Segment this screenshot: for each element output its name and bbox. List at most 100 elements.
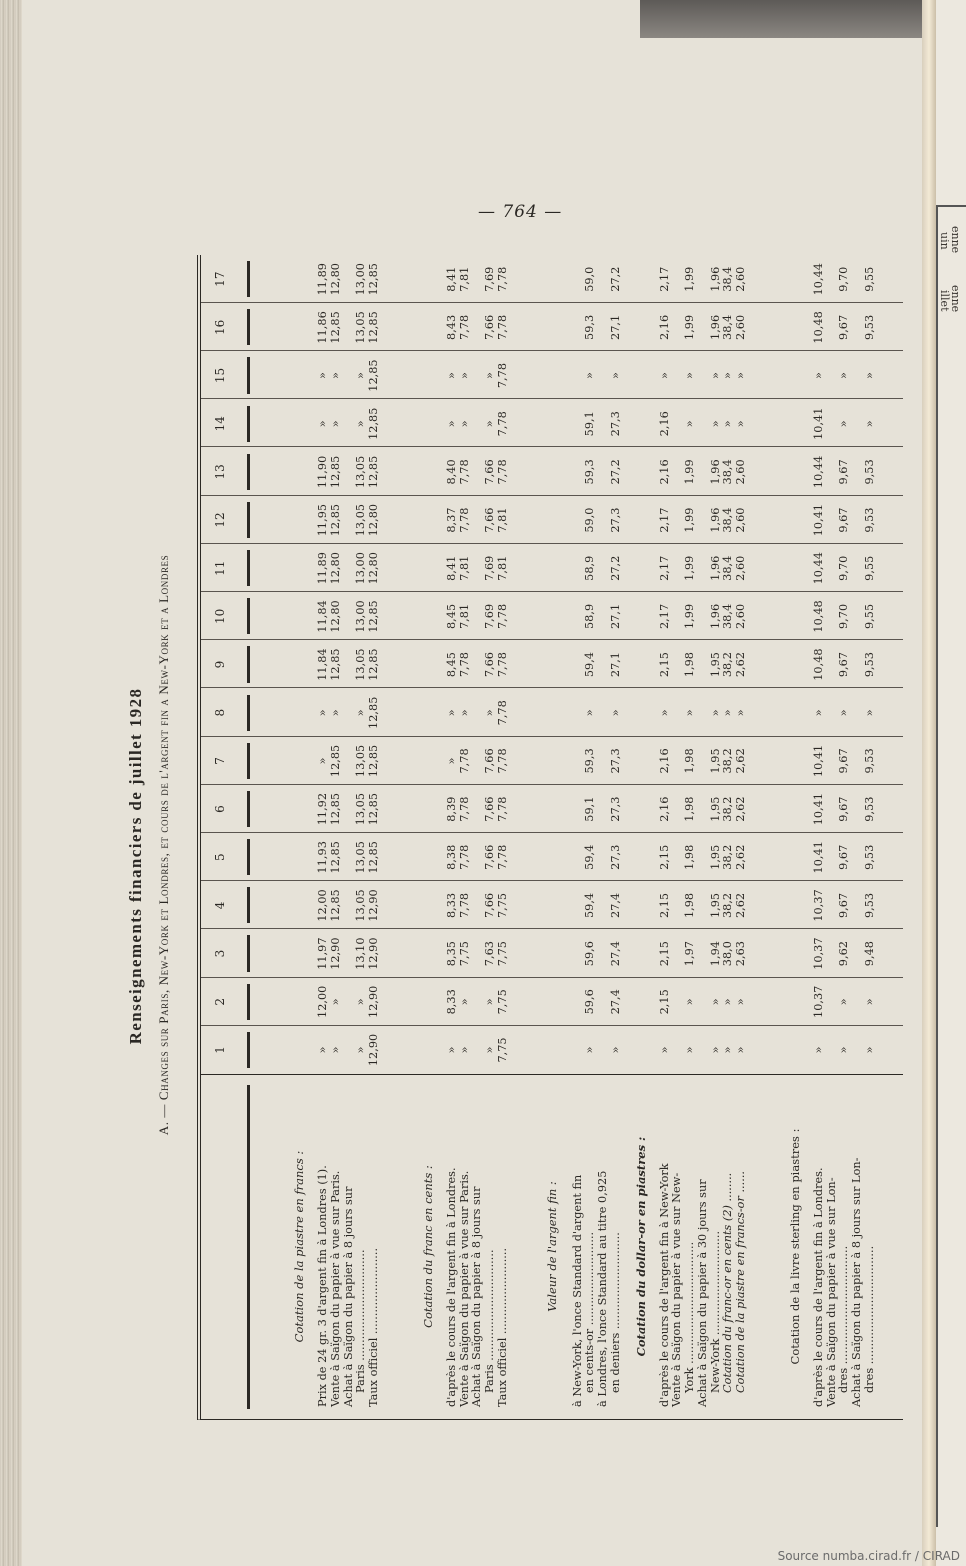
table-cell: »: [316, 372, 329, 380]
row-label-line: d'après le cours de l'argent fin à Londr…: [812, 1167, 825, 1407]
table-cell: 1,98: [683, 652, 696, 678]
table-cell: 58,9: [583, 603, 597, 629]
table-cell: 12,85: [328, 889, 342, 922]
column-divider: [201, 832, 903, 833]
column-header-day: 15: [201, 351, 257, 399]
table-cell: 12,90: [367, 889, 380, 922]
table-cell: »: [457, 372, 471, 380]
table-cell: 2,17: [657, 507, 671, 533]
table-cell: 2,17: [657, 603, 671, 629]
row-label: Vente à Saïgon du papier à vue sur Paris…: [459, 1074, 472, 1419]
table-cell: 10,48: [811, 648, 825, 681]
table-row: d'après le cours de l'argent fin à Londr…: [811, 255, 826, 1419]
table-cell: 27,4: [608, 892, 622, 919]
table-cell: 27,3: [608, 796, 622, 822]
table-cell: 27,2: [608, 266, 622, 292]
table-cell: 12,85: [367, 455, 380, 489]
table-cell: »: [444, 372, 458, 380]
table-cell: 7,75: [495, 892, 509, 919]
table-cell: 12,85: [328, 648, 342, 681]
table-cell: 9,55: [862, 266, 876, 292]
table-cell: 12,85: [367, 696, 380, 729]
table-cell: 8,33: [444, 989, 458, 1015]
table-cell: »: [683, 709, 696, 717]
row-label: à Londres, l'once Standard au titre 0,92…: [597, 1074, 623, 1419]
table-cell: 9,67: [837, 459, 851, 485]
table-cell: »: [444, 757, 458, 765]
column-divider: [201, 735, 903, 737]
table-cell: »: [483, 420, 496, 428]
table-cell: 12,85: [328, 503, 342, 537]
table-cell: 2,62: [734, 652, 747, 678]
row-label-line: Vente à Saïgon du papier à vue sur Paris…: [458, 1170, 471, 1407]
row-label: Achat à Saïgon du papier à 8 jours sur Pa…: [343, 1074, 369, 1419]
table-cell: »: [328, 998, 342, 1006]
table-cell: 7,78: [457, 459, 471, 485]
row-label: Vente à Saïgon du papier à vue sur Lon-d…: [826, 1074, 852, 1419]
section-heading: Cotation de la piastre en francs :: [292, 1150, 306, 1343]
table-cell: 27,4: [608, 941, 622, 967]
table-cell: 7,78: [457, 652, 471, 678]
table-cell: »: [583, 372, 597, 380]
table-cell: 12,85: [367, 263, 380, 296]
row-label: Cotation de la piastre en francs-or ....…: [735, 1074, 748, 1419]
section-heading: Valeur de l'argent fin :: [544, 1181, 559, 1312]
table-cell: 8,38: [444, 844, 458, 870]
table-cell: 9,70: [837, 266, 851, 292]
table-cell: 9,53: [862, 844, 876, 870]
table-cell: 27,4: [608, 989, 622, 1015]
row-label: Vente à Saïgon du papier à vue sur Paris…: [330, 1074, 343, 1419]
row-label-line: Cotation de la piastre en francs-or ....…: [735, 1170, 747, 1393]
table-cell: 12,85: [367, 359, 380, 392]
table-cell: 9,53: [862, 652, 876, 678]
table-cell: 12,00: [316, 985, 329, 1018]
table-cell: 2,16: [657, 459, 671, 485]
table-cell: 9,53: [862, 314, 876, 340]
table-cell: 2,62: [734, 844, 747, 870]
table-row: d'après le cours de l'argent fin à New-Y…: [657, 255, 672, 1419]
column-divider: [201, 350, 903, 351]
table-cell: 27,3: [608, 507, 622, 533]
table-cell: 1,99: [683, 314, 696, 340]
table-cell: 27,2: [608, 459, 622, 485]
row-label-line: en deniers ...........................: [608, 1232, 622, 1393]
table-cell: 59,4: [583, 844, 597, 870]
table-cell: 9,67: [837, 314, 851, 340]
table-cell: »: [457, 709, 471, 717]
table-cell: »: [683, 420, 696, 428]
table-cell: 7,78: [457, 314, 471, 340]
table-cell: 10,37: [811, 889, 825, 922]
table-cell: »: [316, 709, 329, 717]
table-cell: 10,48: [811, 600, 825, 633]
table-cell: 1,99: [683, 507, 696, 533]
table-cell: 2,15: [657, 941, 671, 967]
table-cell: »: [483, 1046, 496, 1054]
column-divider: [201, 1024, 903, 1026]
table-cell: 2,15: [657, 892, 671, 919]
table-cell: 7,78: [495, 748, 509, 774]
table-cell: 1,98: [683, 748, 696, 774]
table-row: à Londres, l'once Standard au titre 0,92…: [597, 255, 623, 1419]
table-section: Cotation de la livre sterling en piastre…: [788, 255, 877, 1419]
table-cell: »: [862, 998, 876, 1006]
table-cell: 7,78: [495, 459, 509, 485]
table-cell: 12,85: [367, 407, 380, 440]
table-cell: 9,53: [862, 748, 876, 774]
table-cell: »: [683, 372, 696, 380]
row-label-line: dres .................................: [837, 1245, 851, 1393]
table-cell: 8,37: [444, 507, 458, 533]
row-label-line: Taux officiel ........................: [368, 1247, 380, 1407]
facing-page-table-frame: [936, 205, 966, 1527]
table-cell: 11,95: [316, 503, 329, 537]
book-gutter: [922, 0, 936, 1566]
column-header-day: 8: [201, 689, 257, 737]
column-header-day: 5: [201, 833, 257, 881]
column-divider: [201, 976, 903, 978]
column-divider: [201, 639, 903, 641]
column-divider: [201, 783, 903, 785]
table-section: Cotation du franc en cents : d'après le c…: [421, 255, 510, 1419]
table-cell: »: [328, 372, 342, 380]
table-cell: »: [862, 420, 876, 428]
table-section: Cotation du dollar-or en piastres : d'apr…: [634, 255, 748, 1419]
row-label-line: à Londres, l'once Standard au titre 0,92…: [597, 1170, 609, 1407]
